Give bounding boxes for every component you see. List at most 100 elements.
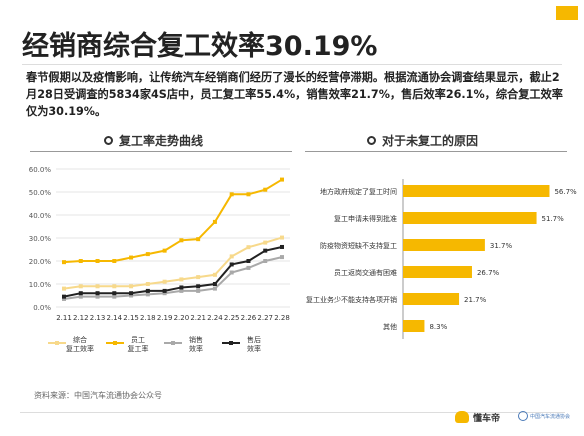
data-point bbox=[112, 284, 117, 289]
dongchedi-logo-icon bbox=[455, 411, 469, 423]
series-line-1 bbox=[63, 178, 283, 264]
bar bbox=[403, 185, 550, 197]
data-point bbox=[280, 177, 284, 182]
bar-value-label: 21.7% bbox=[464, 296, 487, 304]
x-tick-label: 2.15 bbox=[123, 314, 139, 322]
legend-label: 复工效率 bbox=[66, 344, 94, 353]
data-point bbox=[229, 254, 234, 259]
y-tick-label: 30.0% bbox=[29, 235, 52, 243]
series-line-3 bbox=[63, 245, 283, 298]
line-chart: 0.0% 10.0% 20.0% 30.0% 40.0% 50.0% 60.0% 2.11 2.… bbox=[29, 166, 290, 353]
data-point bbox=[112, 291, 117, 296]
data-point bbox=[129, 255, 134, 260]
data-point bbox=[62, 286, 66, 291]
x-tick-label: 2.13 bbox=[90, 314, 106, 322]
data-point bbox=[78, 291, 83, 296]
bar-chart-title-text: 对于未复工的原因 bbox=[382, 134, 479, 148]
data-point bbox=[196, 284, 201, 289]
data-point bbox=[145, 292, 150, 297]
bar bbox=[403, 293, 460, 305]
data-point bbox=[280, 255, 284, 260]
data-point bbox=[145, 288, 150, 293]
data-point bbox=[145, 282, 150, 286]
data-point bbox=[78, 294, 83, 299]
data-point bbox=[179, 277, 184, 282]
data-point bbox=[179, 288, 184, 293]
y-tick-label: 40.0% bbox=[29, 212, 52, 220]
data-point bbox=[246, 265, 251, 270]
x-tick-label: 2.21 bbox=[190, 314, 206, 322]
legend-marker bbox=[229, 341, 233, 345]
legend-label: 效率 bbox=[247, 344, 261, 353]
data-point bbox=[246, 259, 251, 263]
bar-category-label: 复工申请未得到批准 bbox=[334, 214, 397, 223]
legend-label: 销售 bbox=[189, 335, 203, 344]
data-point bbox=[212, 219, 217, 224]
data-point bbox=[78, 259, 83, 263]
data-point bbox=[112, 259, 117, 263]
y-tick-label: 0.0% bbox=[33, 304, 51, 312]
data-point bbox=[263, 248, 268, 253]
legend-marker bbox=[55, 341, 59, 345]
data-point bbox=[95, 294, 100, 299]
data-point bbox=[196, 288, 201, 293]
data-point bbox=[62, 294, 66, 299]
x-tick-label: 2.19 bbox=[157, 314, 173, 322]
bar-chart: 地方政府规定了复工时间 56.7% 复工申请未得到批准 51.7% 防疫物资短缺不支持复… bbox=[306, 179, 577, 339]
bar bbox=[403, 212, 537, 224]
data-point bbox=[263, 187, 268, 192]
corner-accent-tab bbox=[556, 6, 578, 20]
title-divider bbox=[22, 64, 562, 65]
bar-value-label: 31.7% bbox=[490, 242, 513, 250]
line-chart-title: 复工率走势曲线 bbox=[104, 132, 203, 149]
data-point bbox=[95, 259, 100, 263]
y-tick-label: 60.0% bbox=[29, 166, 52, 174]
data-point bbox=[246, 192, 251, 197]
x-tick-label: 2.18 bbox=[140, 314, 156, 322]
title-circle-icon bbox=[104, 136, 113, 145]
cada-logo-icon bbox=[518, 411, 528, 421]
data-point bbox=[179, 285, 184, 290]
footer-divider bbox=[20, 412, 565, 413]
x-tick-label: 2.24 bbox=[207, 314, 223, 322]
y-tick-label: 50.0% bbox=[29, 189, 52, 197]
legend-marker bbox=[171, 341, 175, 345]
bar-chart-title: 对于未复工的原因 bbox=[367, 132, 478, 149]
data-point bbox=[112, 294, 117, 299]
bar-category-label: 防疫物资短缺不支持复工 bbox=[320, 241, 397, 250]
data-point bbox=[95, 291, 100, 296]
series-line-2 bbox=[63, 256, 283, 300]
data-point bbox=[229, 262, 234, 267]
cada-logo-text: 中国汽车流通协会 bbox=[530, 414, 571, 420]
data-point bbox=[196, 275, 201, 280]
legend-label: 复工率 bbox=[128, 344, 149, 353]
x-tick-label: 2.25 bbox=[224, 314, 240, 322]
legend-label: 售后 bbox=[247, 335, 261, 344]
legend-marker bbox=[113, 341, 117, 345]
data-point bbox=[229, 192, 234, 197]
bar-chart-divider bbox=[305, 151, 567, 152]
x-tick-label: 2.26 bbox=[241, 314, 257, 322]
intro-paragraph: 春节假期以及疫情影响，让传统汽车经销商们经历了漫长的经营停滞期。根据流通协会调查… bbox=[26, 71, 563, 118]
data-point bbox=[280, 235, 284, 240]
x-tick-label: 2.11 bbox=[56, 314, 72, 322]
x-tick-label: 2.20 bbox=[174, 314, 190, 322]
data-point bbox=[78, 284, 83, 289]
data-point bbox=[145, 252, 150, 257]
data-point bbox=[129, 291, 134, 296]
data-point bbox=[62, 260, 66, 265]
data-point bbox=[246, 245, 251, 250]
series-line-0 bbox=[63, 236, 283, 290]
y-tick-label: 20.0% bbox=[29, 258, 52, 266]
x-tick-label: 2.28 bbox=[274, 314, 290, 322]
bar-category-label: 员工返岗交通有困难 bbox=[334, 268, 397, 277]
bar-value-label: 8.3% bbox=[429, 323, 447, 331]
line-chart-divider bbox=[30, 151, 292, 152]
data-point bbox=[212, 286, 217, 291]
bar-category-label: 地方政府规定了复工时间 bbox=[320, 187, 397, 196]
data-point bbox=[179, 238, 184, 243]
line-chart-title-text: 复工率走势曲线 bbox=[119, 134, 204, 148]
data-point bbox=[129, 284, 134, 289]
y-tick-label: 10.0% bbox=[29, 281, 52, 289]
x-tick-label: 2.14 bbox=[107, 314, 123, 322]
